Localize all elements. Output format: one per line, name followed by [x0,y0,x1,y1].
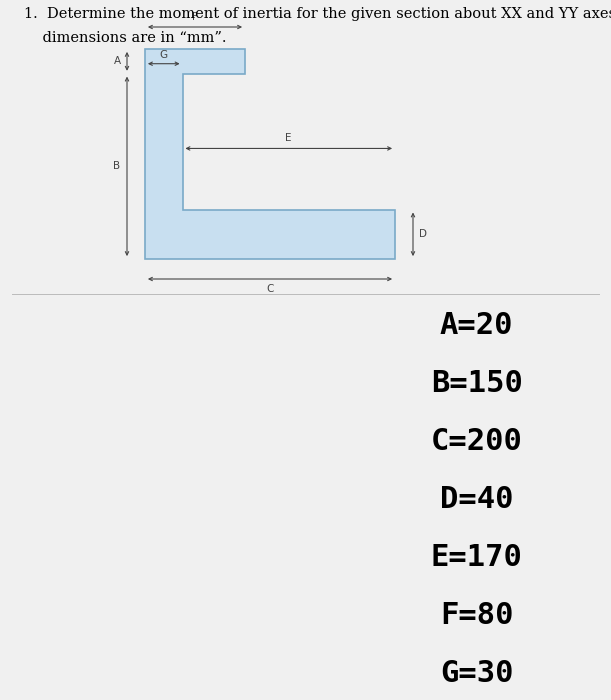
Text: C=200: C=200 [431,428,522,456]
Text: G=30: G=30 [440,659,513,688]
Text: C: C [266,284,274,294]
Text: D=40: D=40 [440,485,513,514]
Text: F: F [192,12,198,22]
Polygon shape [145,49,395,259]
Text: E=170: E=170 [431,543,522,573]
Text: 1.  Determine the moment of inertia for the given section about XX and YY axes. : 1. Determine the moment of inertia for t… [24,7,611,21]
Text: A=20: A=20 [440,312,513,340]
Text: dimensions are in “mm”.: dimensions are in “mm”. [24,32,227,46]
Text: G: G [159,50,168,60]
Text: D: D [419,230,427,239]
Text: E: E [285,134,292,143]
Text: A: A [114,57,120,66]
Text: B: B [114,162,120,172]
Text: B=150: B=150 [431,370,522,398]
Text: F=80: F=80 [440,601,513,631]
